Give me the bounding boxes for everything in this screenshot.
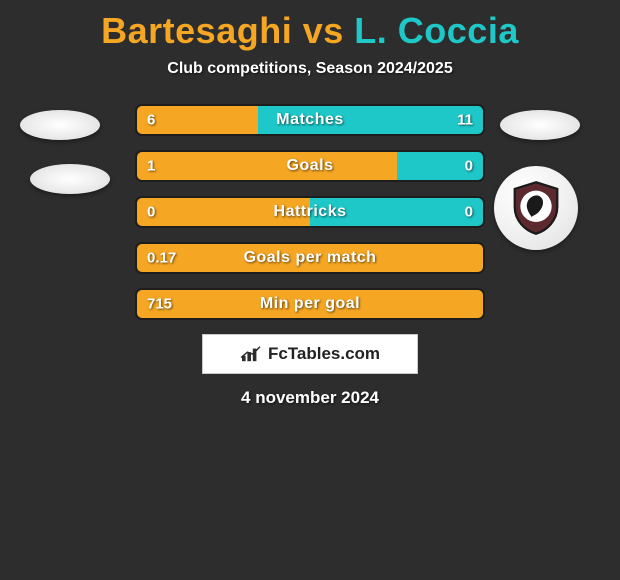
stat-row: 6 11 Matches <box>135 104 485 136</box>
stat-value-right: 0 <box>465 158 473 175</box>
brand-watermark: FcTables.com <box>202 334 418 374</box>
stat-value-left: 6 <box>147 112 155 129</box>
stat-label: Goals per match <box>244 249 377 267</box>
bar-chart-icon <box>240 345 262 363</box>
stat-label: Matches <box>276 111 344 129</box>
right-badge-1 <box>500 110 580 140</box>
player2-name: L. Coccia <box>354 10 519 51</box>
shield-icon <box>508 180 564 236</box>
stat-row: 0 0 Hattricks <box>135 196 485 228</box>
stat-value-left: 0.17 <box>147 250 176 267</box>
stat-label: Goals <box>287 157 334 175</box>
stat-value-left: 1 <box>147 158 155 175</box>
stat-value-left: 715 <box>147 296 172 313</box>
stat-bar-left <box>137 152 397 180</box>
left-badge-2 <box>30 164 110 194</box>
stat-value-right: 0 <box>465 204 473 221</box>
date-text: 4 november 2024 <box>0 388 620 408</box>
stat-row: 715 Min per goal <box>135 288 485 320</box>
stat-label: Hattricks <box>274 203 347 221</box>
stat-label: Min per goal <box>260 295 360 313</box>
brand-text: FcTables.com <box>268 344 380 364</box>
stat-row: 1 0 Goals <box>135 150 485 182</box>
comparison-area: 6 11 Matches 1 0 Goals 0 0 Hattricks 0.17 Goals pe… <box>0 104 620 320</box>
player1-name: Bartesaghi <box>101 10 292 51</box>
right-club-shield <box>494 166 578 250</box>
vs-text: vs <box>303 10 344 51</box>
left-badge-1 <box>20 110 100 140</box>
stat-value-right: 11 <box>457 112 473 129</box>
subtitle: Club competitions, Season 2024/2025 <box>0 60 620 78</box>
stat-row: 0.17 Goals per match <box>135 242 485 274</box>
stat-value-left: 0 <box>147 204 155 221</box>
page-title: Bartesaghi vs L. Coccia <box>0 0 620 60</box>
